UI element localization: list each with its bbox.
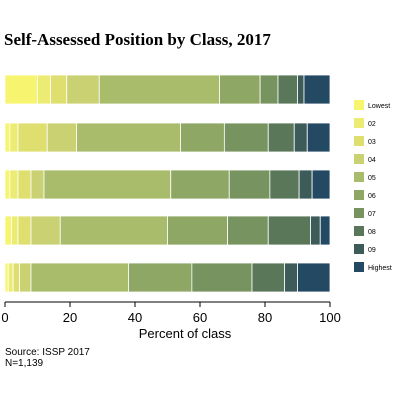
sample-size-note: N=1,139: [5, 358, 43, 369]
legend-swatch: [354, 262, 364, 272]
x-tick-label: 80: [258, 310, 272, 325]
legend-swatch: [354, 154, 364, 164]
x-axis: 0 20 40 60 80 100 Percent of class: [1, 302, 340, 341]
source-note: Source: ISSP 2017: [5, 347, 90, 358]
bar-segment: [99, 75, 219, 104]
legend-label: 02: [368, 121, 376, 128]
bar-segment: [5, 216, 12, 245]
legend-swatch: [354, 190, 364, 200]
bar-segment: [31, 170, 44, 199]
bar-segment: [67, 75, 100, 104]
bar-segment: [285, 263, 298, 292]
legend-swatch: [354, 100, 364, 110]
bar-segment: [299, 170, 312, 199]
bar-segment: [31, 216, 60, 245]
bar-segment: [129, 263, 192, 292]
legend-label: 08: [368, 229, 376, 236]
bar-segment: [5, 170, 10, 199]
bar-segment: [294, 123, 307, 152]
bar-segment: [270, 170, 299, 199]
bar-segment: [260, 75, 278, 104]
bar-segment: [171, 170, 230, 199]
bar-segment: [38, 75, 51, 104]
bar-segment: [320, 216, 330, 245]
bar-segment: [168, 216, 228, 245]
legend-label: 05: [368, 175, 376, 182]
x-tick-label: 0: [1, 310, 8, 325]
legend-swatch: [354, 136, 364, 146]
legend-swatch: [354, 208, 364, 218]
bar-segment: [5, 263, 8, 292]
x-tick-label: 20: [63, 310, 77, 325]
legend-label: 07: [368, 211, 376, 218]
bar-segment: [252, 263, 285, 292]
bar-segment: [268, 216, 310, 245]
bar-segment: [298, 263, 331, 292]
bar-segment: [304, 75, 330, 104]
x-tick-label: 100: [319, 310, 341, 325]
bar-segment: [307, 123, 330, 152]
bars-layer: [5, 75, 330, 292]
legend: Lowest 02 03 04 05 06 07 08 09 Highest: [354, 100, 392, 272]
bar-segment: [298, 75, 305, 104]
bar-segment: [192, 263, 252, 292]
bar-segment: [229, 170, 270, 199]
bar-segment: [5, 123, 10, 152]
bar-segment: [224, 123, 268, 152]
legend-swatch: [354, 118, 364, 128]
bar-segment: [10, 170, 18, 199]
bar-segment: [77, 123, 181, 152]
bar-segment: [311, 216, 321, 245]
legend-swatch: [354, 244, 364, 254]
bar-segment: [312, 170, 330, 199]
bar-segment: [18, 123, 47, 152]
bar-segment: [18, 170, 31, 199]
bar-segment: [47, 123, 76, 152]
bar-segment: [60, 216, 167, 245]
bar-segment: [13, 263, 20, 292]
bar-segment: [20, 263, 31, 292]
bar-segment: [10, 123, 18, 152]
legend-label: 03: [368, 139, 376, 146]
x-tick-label: 60: [193, 310, 207, 325]
bar-segment: [228, 216, 269, 245]
bar-segment: [278, 75, 298, 104]
bar-segment: [18, 216, 31, 245]
bar-segment: [268, 123, 294, 152]
bar-segment: [8, 263, 13, 292]
legend-label: 04: [368, 157, 376, 164]
bar-segment: [5, 75, 38, 104]
legend-swatch: [354, 226, 364, 236]
legend-label: Highest: [368, 265, 392, 272]
x-tick-label: 40: [128, 310, 142, 325]
bar-segment: [51, 75, 67, 104]
legend-swatch: [354, 172, 364, 182]
bar-segment: [31, 263, 129, 292]
x-axis-title: Percent of class: [139, 326, 232, 341]
bar-segment: [12, 216, 19, 245]
bar-segment: [44, 170, 171, 199]
bar-segment: [181, 123, 225, 152]
bar-segment: [220, 75, 261, 104]
legend-label: 06: [368, 193, 376, 200]
legend-label: Lowest: [368, 103, 390, 110]
legend-label: 09: [368, 247, 376, 254]
